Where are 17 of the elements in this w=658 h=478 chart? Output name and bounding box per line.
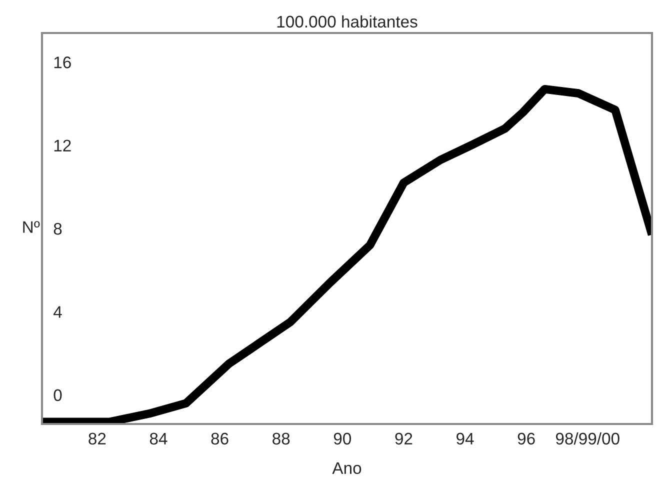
y-tick-label: 12 xyxy=(54,140,71,152)
y-axis-title: Nº xyxy=(23,221,40,233)
y-tick-label: 8 xyxy=(54,222,62,235)
x-tick-label: 98/99/00 xyxy=(556,432,620,445)
x-tick-label: 92 xyxy=(395,432,412,445)
x-tick-label: 82 xyxy=(88,432,106,445)
chart-title: 100.000 habitantes xyxy=(277,15,418,28)
y-tick-label: 0 xyxy=(54,389,62,402)
x-tick-label: 84 xyxy=(150,432,168,445)
x-tick-label: 88 xyxy=(272,432,290,445)
x-tick-label: 90 xyxy=(334,432,352,445)
x-tick-label: 86 xyxy=(211,432,228,445)
x-axis-title: Ano xyxy=(332,462,362,474)
x-tick-label: 96 xyxy=(518,432,535,445)
y-tick-label: 16 xyxy=(54,56,71,68)
y-tick-label: 4 xyxy=(53,306,62,318)
x-tick-label: 94 xyxy=(456,432,474,445)
